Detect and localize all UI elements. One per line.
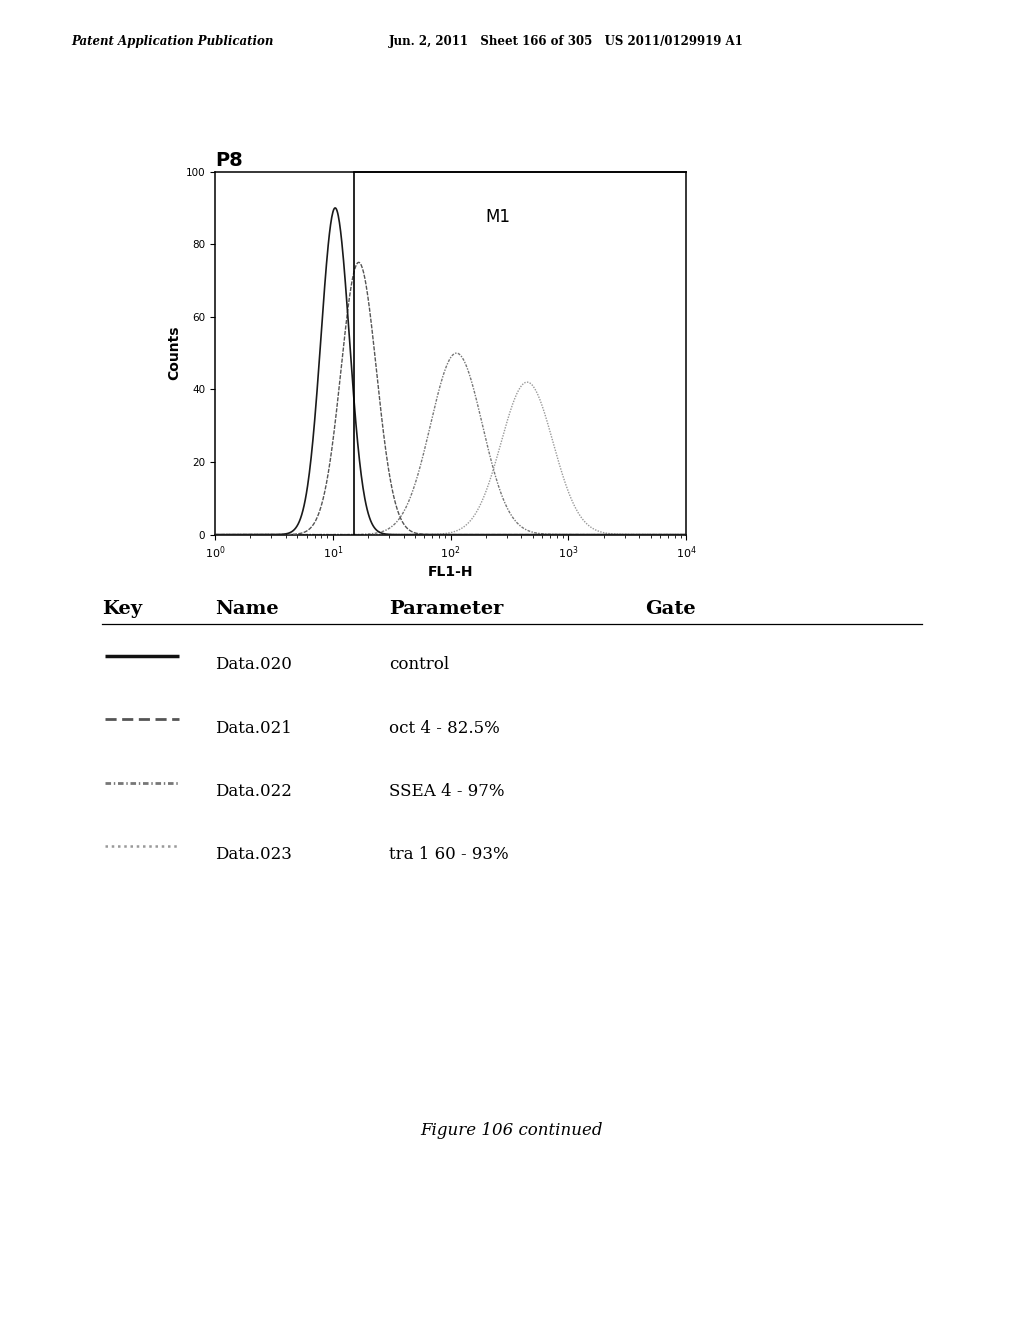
Text: Data.022: Data.022 [215, 783, 292, 800]
Text: Figure 106 continued: Figure 106 continued [421, 1122, 603, 1139]
Text: Data.023: Data.023 [215, 846, 292, 863]
Text: Parameter: Parameter [389, 599, 504, 618]
Text: Name: Name [215, 599, 279, 618]
Text: tra 1 60 - 93%: tra 1 60 - 93% [389, 846, 509, 863]
X-axis label: FL1-H: FL1-H [428, 565, 473, 579]
Text: SSEA 4 - 97%: SSEA 4 - 97% [389, 783, 505, 800]
Text: Key: Key [102, 599, 142, 618]
Text: Jun. 2, 2011   Sheet 166 of 305   US 2011/0129919 A1: Jun. 2, 2011 Sheet 166 of 305 US 2011/01… [389, 34, 743, 48]
Text: control: control [389, 656, 450, 673]
Text: Gate: Gate [645, 599, 695, 618]
Text: Data.021: Data.021 [215, 719, 292, 737]
Text: Patent Application Publication: Patent Application Publication [72, 34, 274, 48]
Text: P8: P8 [215, 150, 243, 170]
Y-axis label: Counts: Counts [168, 326, 181, 380]
Text: oct 4 - 82.5%: oct 4 - 82.5% [389, 719, 500, 737]
Text: Data.020: Data.020 [215, 656, 292, 673]
Text: M1: M1 [485, 207, 510, 226]
